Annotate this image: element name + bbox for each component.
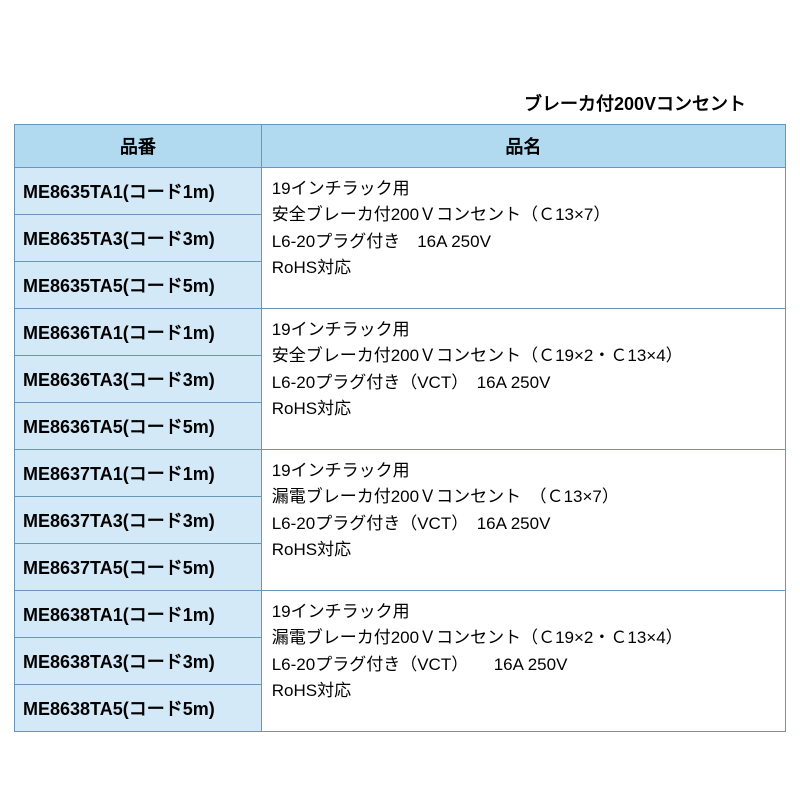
product-table: 品番 品名 ME8635TA1(コード1m)19インチラック用安全ブレーカ付20… [14,124,786,732]
product-code: ME8635TA5(コード5m) [15,262,262,309]
product-code: ME8636TA3(コード3m) [15,356,262,403]
product-code: ME8637TA1(コード1m) [15,450,262,497]
table-row: ME8636TA1(コード1m)19インチラック用安全ブレーカ付200Ｖコンセン… [15,309,786,356]
description-line: L6-20プラグ付き（VCT） 16A 250V [272,655,568,674]
description-line: 19インチラック用 [272,320,410,339]
table-row: ME8637TA1(コード1m)19インチラック用漏電ブレーカ付200Ｖコンセン… [15,450,786,497]
description-line: 漏電ブレーカ付200Ｖコンセント（Ｃ19×2・Ｃ13×4） [272,628,683,647]
description-line: RoHS対応 [272,681,351,700]
description-line: RoHS対応 [272,540,351,559]
description-line: 安全ブレーカ付200Ｖコンセント（Ｃ19×2・Ｃ13×4） [272,346,683,365]
product-code: ME8638TA5(コード5m) [15,685,262,732]
product-code: ME8635TA3(コード3m) [15,215,262,262]
header-code: 品番 [15,125,262,168]
description-line: L6-20プラグ付き 16A 250V [272,232,491,251]
description-line: L6-20プラグ付き（VCT） 16A 250V [272,373,551,392]
product-code: ME8635TA1(コード1m) [15,168,262,215]
product-code: ME8636TA5(コード5m) [15,403,262,450]
product-code: ME8637TA5(コード5m) [15,544,262,591]
page-title: ブレーカ付200Vコンセント [14,90,786,124]
description-line: 安全ブレーカ付200Ｖコンセント（Ｃ13×7） [272,205,611,224]
product-code: ME8637TA3(コード3m) [15,497,262,544]
product-code: ME8638TA1(コード1m) [15,591,262,638]
description-line: RoHS対応 [272,258,351,277]
product-description: 19インチラック用安全ブレーカ付200Ｖコンセント（Ｃ19×2・Ｃ13×4） L6… [261,309,785,450]
table-row: ME8638TA1(コード1m)19インチラック用漏電ブレーカ付200Ｖコンセン… [15,591,786,638]
product-description: 19インチラック用漏電ブレーカ付200Ｖコンセント（Ｃ19×2・Ｃ13×4） L6… [261,591,785,732]
product-description: 19インチラック用安全ブレーカ付200Ｖコンセント（Ｃ13×7） L6-20プラグ… [261,168,785,309]
product-code: ME8638TA3(コード3m) [15,638,262,685]
description-line: L6-20プラグ付き（VCT） 16A 250V [272,514,551,533]
description-line: 19インチラック用 [272,461,410,480]
description-line: 19インチラック用 [272,602,410,621]
product-description: 19インチラック用漏電ブレーカ付200Ｖコンセント （Ｃ13×7） L6-20プラ… [261,450,785,591]
description-line: 19インチラック用 [272,179,410,198]
header-name: 品名 [261,125,785,168]
description-line: RoHS対応 [272,399,351,418]
table-row: ME8635TA1(コード1m)19インチラック用安全ブレーカ付200Ｖコンセン… [15,168,786,215]
description-line: 漏電ブレーカ付200Ｖコンセント （Ｃ13×7） [272,487,619,506]
product-code: ME8636TA1(コード1m) [15,309,262,356]
